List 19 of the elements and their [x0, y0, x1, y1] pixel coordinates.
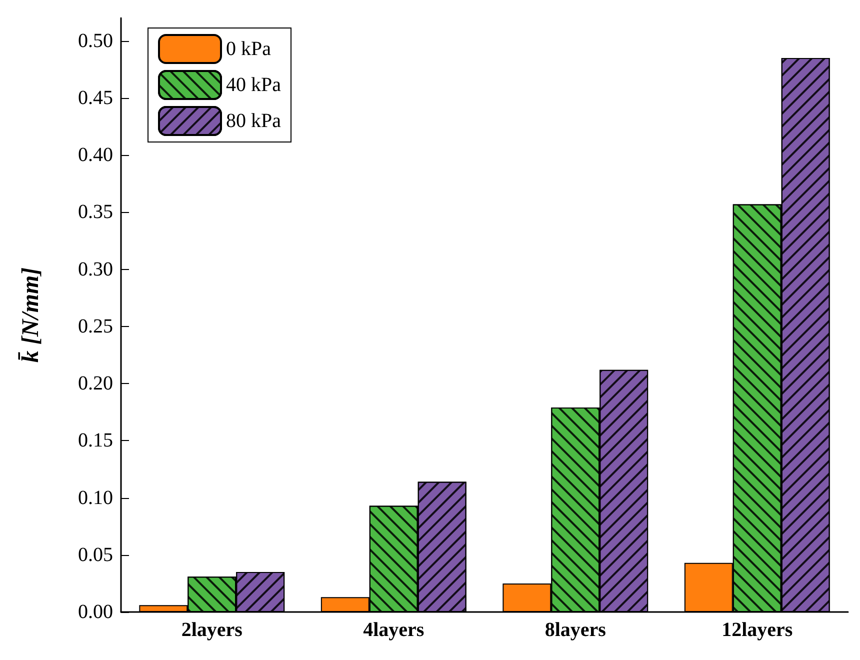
y-tick-label: 0.30	[78, 258, 113, 280]
y-tick-label: 0.40	[78, 144, 113, 166]
y-tick-label: 0.15	[78, 430, 113, 452]
x-tick-label: 4layers	[363, 619, 424, 641]
y-tick-label: 0.45	[78, 86, 113, 109]
y-tick-label: 0.50	[78, 30, 113, 52]
y-axis-title: k̄ [N/mm]	[17, 267, 44, 363]
x-tick-label: 12layers	[722, 619, 793, 641]
y-tick-label: 0.35	[78, 201, 113, 224]
legend-label: 0 kPa	[226, 38, 272, 60]
y-tick-label: 0.00	[78, 601, 113, 623]
x-tick-label: 8layers	[544, 619, 606, 641]
y-tick-label: 0.25	[78, 315, 113, 338]
x-tick-label: 2layers	[181, 619, 243, 641]
legend-label: 40 kPa	[226, 74, 282, 96]
legend-label: 80 kPa	[226, 110, 282, 132]
y-tick-label: 0.10	[78, 486, 113, 509]
y-tick-label: 0.05	[78, 544, 113, 566]
y-tick-label: 0.20	[78, 372, 113, 395]
